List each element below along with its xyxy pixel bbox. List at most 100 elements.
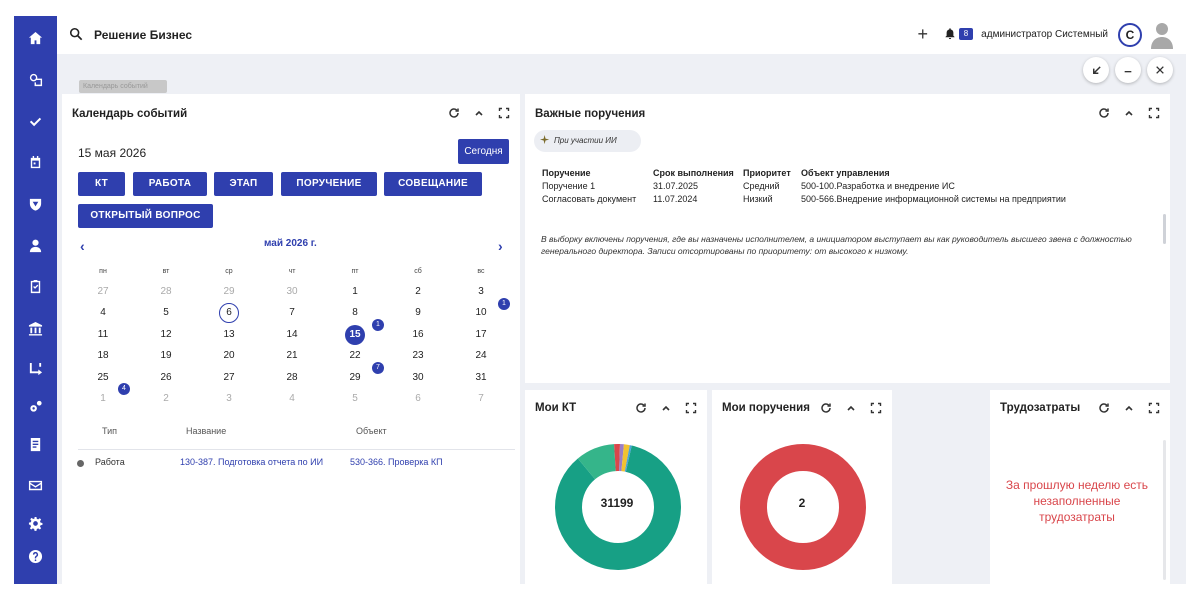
today-button[interactable]: Сегодня (458, 139, 509, 164)
calendar-day[interactable]: 21 (286, 350, 298, 361)
shapes-icon[interactable] (14, 67, 57, 91)
hierarchy-icon[interactable] (14, 357, 57, 381)
calendar-day[interactable]: 14 (286, 329, 298, 340)
chevron-up-icon[interactable] (844, 401, 857, 414)
calendar-day[interactable]: 27 (97, 286, 109, 297)
refresh-icon[interactable] (634, 401, 647, 414)
task-object-link[interactable]: 500-100.Разработка и внедрение ИС (801, 181, 955, 191)
donut-slice[interactable] (621, 444, 630, 472)
calendar-day[interactable]: 3 (478, 286, 484, 297)
calendar-day[interactable]: 23 (412, 350, 424, 361)
calendar-day[interactable]: 31 (475, 372, 487, 383)
search-icon[interactable] (69, 27, 83, 41)
calendar-day[interactable]: 27 (223, 372, 235, 383)
calendar-day[interactable]: 25 (97, 372, 109, 383)
date-input[interactable]: 15 мая 2026 (78, 146, 147, 160)
clipboard-check-icon[interactable] (14, 274, 57, 298)
donut-slice[interactable] (614, 444, 620, 472)
task-link[interactable]: Поручение 1 (542, 181, 596, 191)
donut-slice[interactable] (740, 444, 866, 570)
expand-icon[interactable] (1147, 106, 1160, 119)
calendar-day[interactable]: 5 (163, 307, 169, 318)
calendar-day[interactable]: 4 (100, 307, 106, 318)
calendar-day[interactable]: 18 (97, 350, 109, 361)
expand-icon[interactable] (497, 106, 510, 119)
shield-icon[interactable] (14, 192, 57, 216)
help-icon[interactable] (14, 544, 57, 568)
refresh-icon[interactable] (447, 106, 460, 119)
calendar-day[interactable]: 20 (223, 350, 235, 361)
expand-icon[interactable] (684, 401, 697, 414)
calendar-day[interactable]: 5 (352, 393, 358, 404)
chevron-up-icon[interactable] (1122, 106, 1135, 119)
donut-slice[interactable] (577, 444, 616, 480)
calendar-day[interactable]: 1 (100, 393, 106, 404)
calendar-day[interactable]: 22 (349, 350, 361, 361)
next-month-icon[interactable]: › (498, 238, 503, 254)
calendar-day[interactable]: 29 (349, 372, 361, 383)
refresh-icon[interactable] (1097, 401, 1110, 414)
calendar-day[interactable]: 30 (286, 286, 298, 297)
filter-meeting-button[interactable]: СОВЕЩАНИЕ (384, 172, 482, 196)
refresh-icon[interactable] (1097, 106, 1110, 119)
donut-slice[interactable] (555, 445, 681, 570)
document-icon[interactable] (14, 432, 57, 456)
calendar-day[interactable]: 9 (415, 307, 421, 318)
calendar-day[interactable]: 30 (412, 372, 424, 383)
add-icon[interactable]: + (917, 24, 928, 44)
refresh-icon[interactable] (819, 401, 832, 414)
donut-slice[interactable] (624, 445, 632, 472)
filter-work-button[interactable]: РАБОТА (133, 172, 207, 196)
calendar-day[interactable]: 1 (352, 286, 358, 297)
calendar-day[interactable]: 29 (223, 286, 235, 297)
chevron-up-icon[interactable] (472, 106, 485, 119)
calendar-day[interactable]: 4 (289, 393, 295, 404)
minimize-icon[interactable] (1115, 57, 1141, 83)
gears-icon[interactable] (14, 394, 57, 418)
expand-icon[interactable] (869, 401, 882, 414)
chevron-up-icon[interactable] (659, 401, 672, 414)
calendar-day[interactable]: 26 (160, 372, 172, 383)
mail-icon[interactable] (14, 473, 57, 497)
user-icon[interactable] (14, 233, 57, 257)
calendar-day[interactable]: 13 (223, 329, 235, 340)
task-object-link[interactable]: 500-566.Внедрение информационной системы… (801, 194, 1066, 204)
calendar-day[interactable]: 6 (219, 303, 239, 323)
home-icon[interactable] (14, 26, 57, 50)
filter-task-button[interactable]: ПОРУЧЕНИЕ (281, 172, 377, 196)
bell-icon[interactable] (944, 27, 956, 40)
settings-icon[interactable] (14, 511, 57, 535)
calendar-day[interactable]: 7 (289, 307, 295, 318)
user-name[interactable]: администратор Системный (981, 29, 1108, 40)
calendar-day[interactable]: 6 (415, 393, 421, 404)
expand-icon[interactable] (1147, 401, 1160, 414)
calendar-day[interactable]: 12 (160, 329, 172, 340)
event-name-link[interactable]: 130-387. Подготовка отчета по ИИ (180, 457, 324, 467)
user-photo-icon[interactable] (1150, 21, 1174, 49)
close-icon[interactable] (1147, 57, 1173, 83)
donut-slice[interactable] (619, 444, 624, 472)
filter-stage-button[interactable]: ЭТАП (214, 172, 273, 196)
task-link[interactable]: Согласовать документ (542, 194, 637, 204)
scrollbar[interactable] (1163, 214, 1166, 244)
calendar-day[interactable]: 7 (478, 393, 484, 404)
calendar-day[interactable]: 16 (412, 329, 424, 340)
calendar-day[interactable]: 15 (345, 325, 365, 345)
calendar-day[interactable]: 2 (415, 286, 421, 297)
avatar[interactable]: С (1118, 23, 1142, 47)
calendar-day[interactable]: 28 (160, 286, 172, 297)
calendar-day[interactable]: 3 (226, 393, 232, 404)
event-object-link[interactable]: 530-366. Проверка КП (350, 457, 443, 467)
calendar-day[interactable]: 11 (97, 329, 109, 340)
bank-icon[interactable] (14, 316, 57, 340)
calendar-day[interactable]: 28 (286, 372, 298, 383)
calendar-day[interactable]: 8 (352, 307, 358, 318)
calendar-day[interactable]: 2 (163, 393, 169, 404)
scrollbar[interactable] (1163, 440, 1166, 580)
calendar-day[interactable]: 19 (160, 350, 172, 361)
filter-open-question-button[interactable]: ОТКРЫТЫЙ ВОПРОС (78, 204, 213, 228)
calendar-day[interactable]: 24 (475, 350, 487, 361)
calendar-day[interactable]: 17 (475, 329, 487, 340)
chevron-up-icon[interactable] (1122, 401, 1135, 414)
prev-month-icon[interactable]: ‹ (80, 238, 85, 254)
